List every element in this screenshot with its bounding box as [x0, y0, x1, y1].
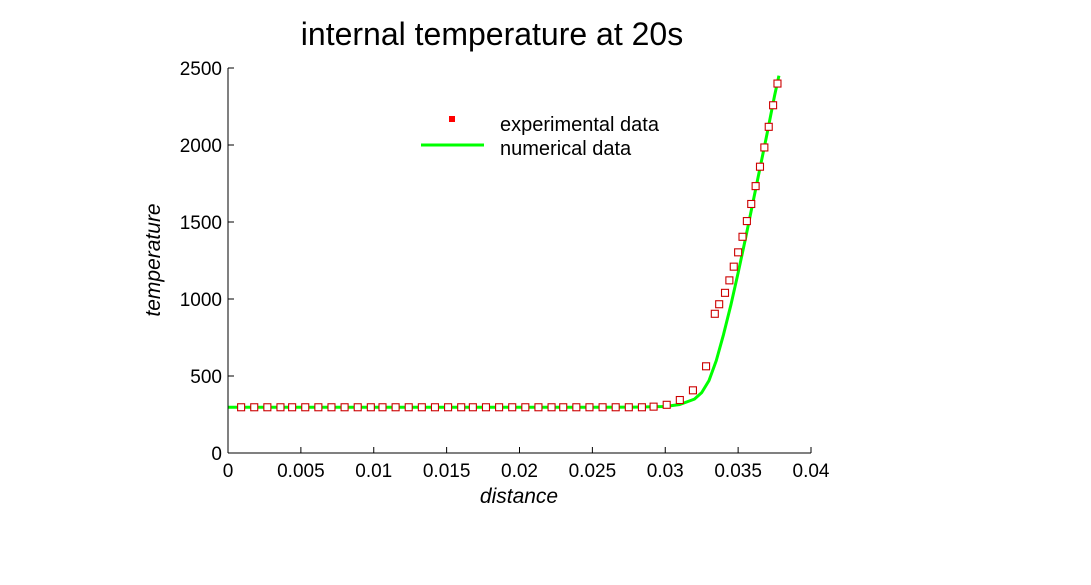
experimental-data-point	[327, 403, 336, 412]
experimental-data-point	[734, 248, 743, 257]
experimental-data-point	[738, 232, 747, 241]
x-axis-label: distance	[480, 485, 558, 508]
x-tick-label: 0.04	[793, 461, 830, 482]
experimental-data-point	[559, 403, 568, 412]
experimental-data-point	[764, 122, 773, 131]
legend-label-numerical: numerical data	[500, 138, 632, 160]
x-tick-label: 0.025	[569, 461, 617, 482]
experimental-data-point	[495, 403, 504, 412]
experimental-data-point	[773, 79, 782, 88]
experimental-data-point	[430, 403, 440, 412]
x-tick-label: 0.02	[501, 461, 538, 482]
x-tick-label: 0.035	[714, 461, 762, 482]
experimental-data-point	[444, 403, 453, 412]
y-tick-label: 1000	[180, 290, 222, 311]
y-tick-label: 2000	[180, 136, 222, 157]
experimental-data-point	[662, 400, 671, 409]
experimental-data-point	[688, 386, 697, 395]
experimental-data-point	[457, 403, 466, 412]
experimental-data-point	[404, 403, 413, 412]
experimental-data-point	[250, 403, 259, 412]
legend-label-experimental: experimental data	[500, 114, 660, 136]
experimental-data-point	[710, 309, 719, 318]
experimental-data-point	[301, 403, 310, 412]
experimental-data-point	[391, 403, 400, 412]
experimental-data-point	[314, 403, 323, 412]
experimental-data-point	[353, 403, 362, 412]
experimental-data-point	[755, 162, 765, 171]
axes: 0 0.005 0.01 0.015 0.02 0.025 0.03 0.035 0.04 0 50…	[180, 59, 830, 482]
y-tick-label: 1500	[180, 213, 222, 234]
experimental-data-point	[769, 101, 778, 110]
experimental-data-point	[288, 403, 297, 412]
experimental-data-point	[715, 300, 724, 309]
plot-area	[228, 75, 782, 412]
experimental-data-point	[747, 199, 756, 209]
chart-title: internal temperature at 20s	[301, 16, 683, 52]
experimental-data-point	[276, 403, 285, 412]
x-tick-label: 0.01	[355, 461, 392, 482]
y-tick-label: 2500	[180, 59, 222, 80]
experimental-data-point	[729, 262, 738, 271]
experimental-data-point	[742, 217, 751, 226]
experimental-data-point	[624, 403, 633, 412]
x-tick-label: 0	[223, 461, 234, 482]
experimental-data-point	[702, 362, 711, 371]
experimental-data-point	[547, 403, 556, 412]
experimental-data-point	[611, 403, 620, 412]
experimental-data-point	[534, 403, 543, 412]
experimental-data-point	[649, 402, 658, 411]
experimental-data-point	[637, 403, 646, 412]
experimental-data-point	[378, 403, 387, 412]
experimental-data-point	[760, 143, 769, 152]
experimental-data-point	[468, 403, 477, 412]
experimental-data-point	[237, 403, 246, 412]
x-tick-label: 0.015	[423, 461, 471, 482]
experimental-data-point	[417, 403, 426, 412]
experimental-data-point	[725, 276, 734, 285]
experimental-data-point	[521, 403, 530, 412]
experimental-data-point	[340, 403, 349, 412]
x-tick-label: 0.03	[647, 461, 684, 482]
experimental-data-point	[508, 403, 517, 412]
experimental-data-point	[481, 403, 491, 412]
x-tick-label: 0.005	[277, 461, 325, 482]
experimental-data-point	[675, 395, 684, 405]
experimental-data-point	[572, 403, 581, 412]
experimental-data-point	[751, 182, 760, 191]
legend-marker-experimental	[449, 116, 455, 122]
experimental-data-point	[585, 403, 594, 412]
y-tick-label: 500	[190, 367, 222, 388]
experimental-data-point	[598, 403, 607, 412]
experimental-data-point	[366, 403, 375, 412]
experimental-data-point	[720, 288, 730, 297]
experimental-data-point	[263, 403, 272, 412]
y-tick-label: 0	[211, 444, 222, 465]
y-axis-label: temperature	[142, 203, 165, 316]
